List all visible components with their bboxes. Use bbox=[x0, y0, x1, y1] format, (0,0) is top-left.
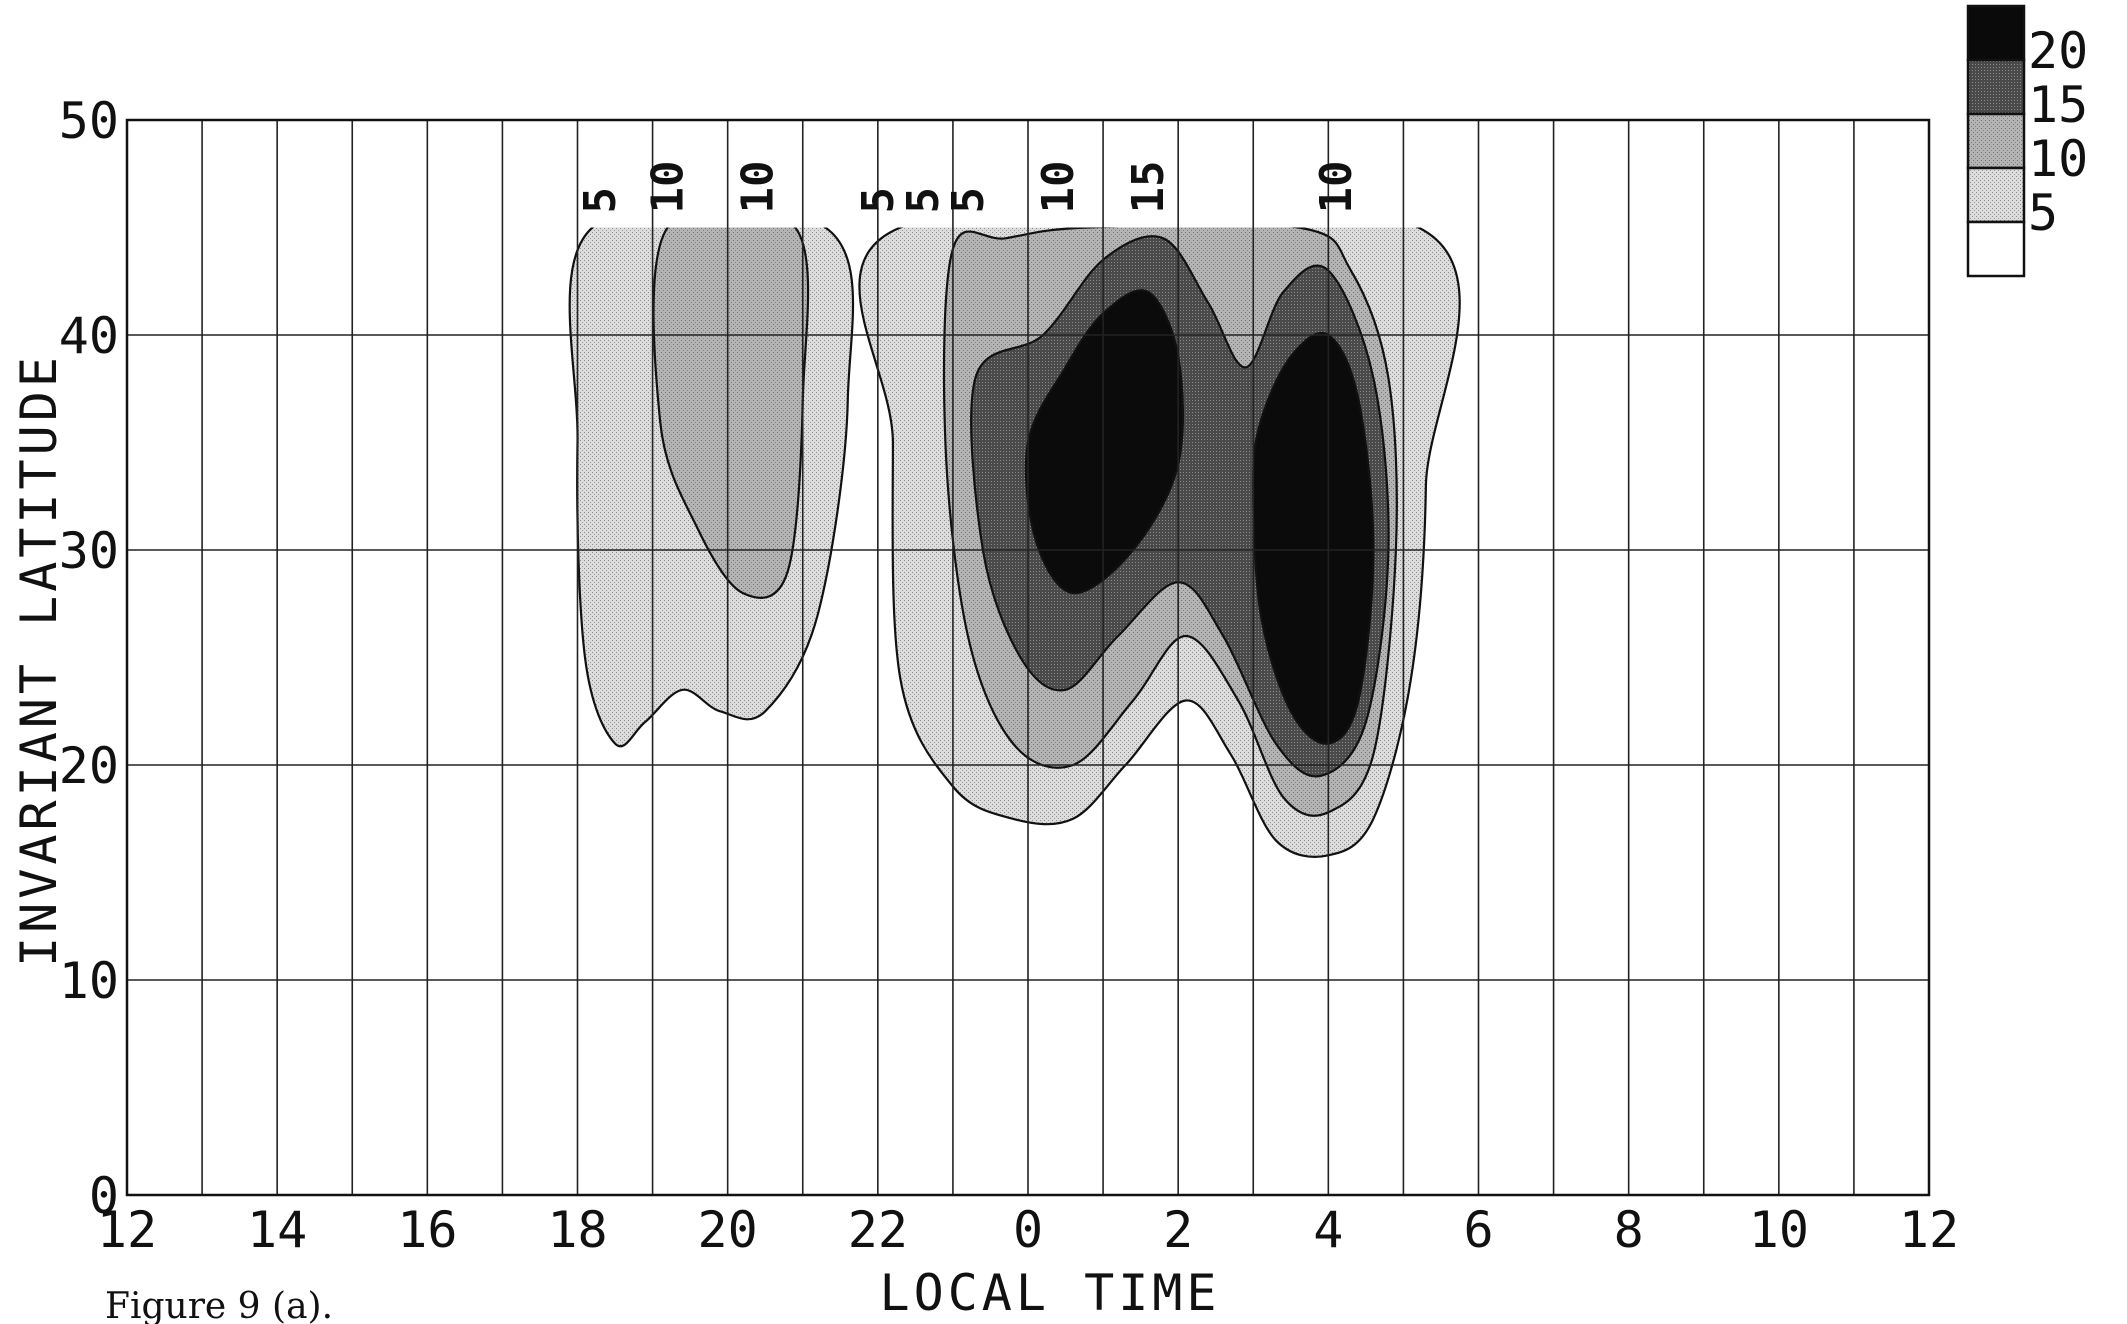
contour-label: 5 bbox=[898, 187, 949, 214]
x-tick-label: 6 bbox=[1463, 1201, 1493, 1259]
x-tick-label: 14 bbox=[247, 1201, 307, 1259]
legend-label: 20 bbox=[2028, 22, 2088, 80]
legend-label: 5 bbox=[2028, 184, 2058, 242]
contour-labels: 5 10 10 555 10 15 10 bbox=[575, 161, 1362, 214]
contour-label: 5 bbox=[575, 187, 626, 214]
y-tick-label: 10 bbox=[59, 952, 119, 1010]
contour-label: 15 bbox=[1123, 161, 1174, 214]
x-tick-label: 0 bbox=[1013, 1201, 1043, 1259]
contour-label: 10 bbox=[1311, 161, 1362, 214]
x-tick-label: 20 bbox=[698, 1201, 758, 1259]
legend-swatch bbox=[1966, 58, 2026, 116]
x-tick-label: 12 bbox=[1899, 1201, 1959, 1259]
contour-regions bbox=[568, 196, 1461, 858]
contour-label: 10 bbox=[1033, 161, 1084, 214]
figure-caption: Figure 9 (a). bbox=[105, 1286, 333, 1324]
y-tick-label: 40 bbox=[59, 307, 119, 365]
contour-region-level-20 bbox=[1252, 332, 1375, 745]
y-axis-label: INVARIANT LATITUDE bbox=[10, 353, 68, 967]
x-tick-label: 4 bbox=[1313, 1201, 1343, 1259]
y-tick-labels: 0 10 20 30 40 50 bbox=[59, 92, 119, 1225]
x-tick-label: 10 bbox=[1749, 1201, 1809, 1259]
legend-swatch bbox=[1966, 166, 2026, 224]
contour-label: 5 bbox=[853, 187, 904, 214]
contour-region-level-20 bbox=[1024, 289, 1185, 595]
x-tick-label: 18 bbox=[547, 1201, 607, 1259]
x-tick-label: 16 bbox=[397, 1201, 457, 1259]
contour-region-level-10 bbox=[652, 203, 810, 599]
x-axis-label: LOCAL TIME bbox=[879, 1264, 1220, 1322]
x-tick-label: 8 bbox=[1614, 1201, 1644, 1259]
grid-lines bbox=[126, 119, 1930, 1196]
x-tick-label: 2 bbox=[1163, 1201, 1193, 1259]
legend-swatch bbox=[1966, 112, 2026, 170]
x-tick-labels: 12 14 16 18 20 22 0 2 4 6 8 10 12 bbox=[97, 1201, 1959, 1259]
legend-swatch bbox=[1966, 4, 2026, 62]
contour-label-mask bbox=[577, 122, 1441, 228]
x-tick-label: 12 bbox=[97, 1201, 157, 1259]
contour-label: 5 bbox=[943, 187, 994, 214]
contour-label: 10 bbox=[643, 161, 694, 214]
y-tick-label: 30 bbox=[59, 522, 119, 580]
y-tick-label: 20 bbox=[59, 737, 119, 795]
label-band bbox=[577, 122, 1441, 228]
legend-label: 15 bbox=[2028, 76, 2088, 134]
plot-frame bbox=[125, 118, 1931, 1197]
legend-label: 10 bbox=[2028, 130, 2088, 188]
y-tick-label: 0 bbox=[89, 1167, 119, 1225]
x-tick-label: 22 bbox=[848, 1201, 908, 1259]
contour-label: 10 bbox=[733, 161, 784, 214]
y-tick-label: 50 bbox=[59, 92, 119, 150]
legend-swatch bbox=[1966, 220, 2026, 278]
